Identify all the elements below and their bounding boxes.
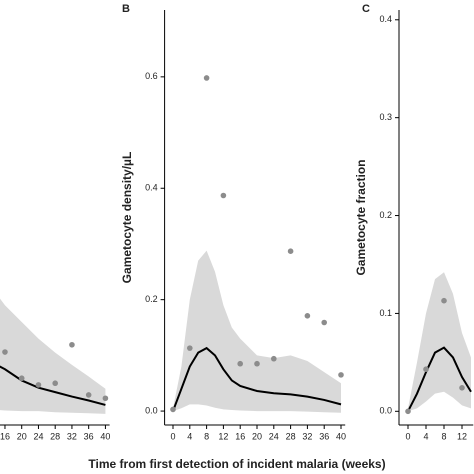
y-tick-label: 0.4 — [145, 183, 158, 193]
data-point — [85, 392, 92, 398]
panel-letter: B — [122, 3, 130, 15]
data-point — [338, 372, 344, 378]
data-point — [321, 319, 328, 326]
data-point — [441, 297, 447, 304]
x-tick-label: 20 — [252, 431, 262, 441]
x-tick-label: 32 — [67, 431, 77, 441]
x-tick-label: 0 — [405, 431, 410, 441]
fit-line — [407, 346, 472, 412]
x-tick-label: 24 — [33, 431, 43, 441]
x-tick-label: 8 — [441, 431, 446, 441]
x-tick-label: 40 — [100, 431, 110, 441]
x-tick-label: 20 — [17, 431, 27, 441]
x-tick-label: 16 — [0, 431, 10, 441]
x-tick-label: 12 — [218, 431, 228, 441]
fit-line — [0, 365, 106, 406]
x-tick-label: 28 — [50, 431, 60, 441]
x-axis-label: Time from first detection of incident ma… — [88, 457, 385, 471]
y-tick-label: 0.2 — [145, 294, 158, 304]
y-tick-label: 0.4 — [379, 14, 392, 24]
x-tick-label: 36 — [319, 431, 329, 441]
data-point — [170, 406, 176, 413]
data-point — [237, 360, 243, 367]
data-point — [304, 313, 311, 319]
x-tick-label: 0 — [170, 431, 175, 441]
x-tick-label: 8 — [204, 431, 209, 441]
data-point — [459, 385, 465, 391]
data-point — [18, 375, 25, 382]
confidence-band — [173, 250, 341, 413]
data-point — [271, 355, 277, 362]
data-point — [254, 360, 260, 367]
y-tick-label: 0.3 — [379, 112, 392, 122]
data-point — [69, 341, 75, 348]
data-point — [52, 380, 58, 387]
data-point — [405, 408, 411, 415]
x-tick-label: 28 — [286, 431, 296, 441]
y-tick-label: 0.6 — [145, 71, 158, 81]
y-tick-label: 0.2 — [379, 210, 392, 220]
panel-letter: C — [362, 3, 370, 15]
x-tick-label: 12 — [457, 431, 467, 441]
plot-area — [0, 298, 109, 414]
x-tick-label: 4 — [423, 431, 428, 441]
x-tick-label: 40 — [336, 431, 346, 441]
x-tick-label: 4 — [187, 431, 192, 441]
y-tick-label: 0.1 — [379, 308, 392, 318]
x-tick-label: 36 — [84, 431, 94, 441]
confidence-band — [0, 298, 106, 414]
data-point — [220, 192, 227, 199]
plot-area — [170, 75, 344, 413]
data-point — [35, 382, 42, 388]
x-tick-label: 16 — [235, 431, 245, 441]
y-axis-label: Gametocyte fraction — [354, 159, 368, 275]
x-tick-label: 24 — [269, 431, 279, 441]
x-tick-label: 32 — [302, 431, 312, 441]
data-point — [187, 345, 193, 351]
fit-line — [172, 346, 342, 412]
plot-area — [405, 272, 472, 415]
y-axis-label: Gametocyte density/µL — [120, 152, 134, 284]
y-tick-label: 0.0 — [145, 405, 158, 415]
data-point — [423, 366, 429, 373]
data-point — [102, 395, 109, 402]
data-point — [2, 349, 8, 355]
data-point — [203, 75, 210, 81]
data-point — [287, 248, 294, 255]
y-tick-label: 0.0 — [379, 406, 392, 416]
